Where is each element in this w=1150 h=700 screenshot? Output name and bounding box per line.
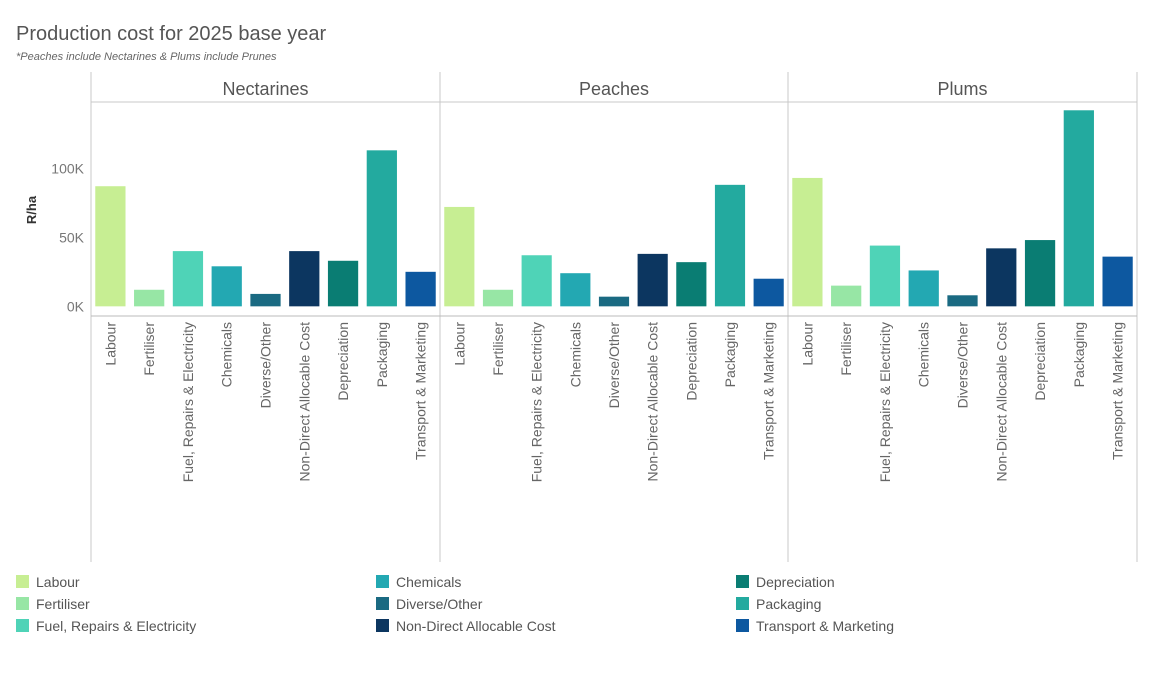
x-tick-label: Transport & Marketing xyxy=(761,322,777,460)
bar xyxy=(1063,110,1094,307)
bar xyxy=(676,262,707,307)
bar xyxy=(172,251,204,307)
bar xyxy=(753,278,784,307)
x-tick-label: Packaging xyxy=(374,322,390,387)
x-tick-label: Fertiliser xyxy=(141,322,157,376)
bar xyxy=(134,289,165,307)
bar xyxy=(95,186,126,307)
bar xyxy=(908,270,939,307)
legend-item: Non-Direct Allocable Cost xyxy=(376,618,556,634)
x-tick-label: Diverse/Other xyxy=(955,322,971,409)
legend-item: Chemicals xyxy=(376,574,461,590)
legend-swatch xyxy=(376,619,389,632)
legend-label: Fertiliser xyxy=(36,596,90,612)
panel-frames xyxy=(90,72,1138,562)
legend-swatch xyxy=(736,575,749,588)
x-tick-label: Transport & Marketing xyxy=(1110,322,1126,460)
legend-swatch xyxy=(736,619,749,632)
bar xyxy=(482,289,514,307)
x-tick-label: Packaging xyxy=(722,322,738,387)
bar xyxy=(250,293,281,307)
legend-item: Transport & Marketing xyxy=(736,618,894,634)
x-tick-label: Depreciation xyxy=(335,322,351,401)
x-tick-label: Labour xyxy=(102,322,118,366)
legend-swatch xyxy=(376,575,389,588)
bar xyxy=(637,253,668,307)
bar xyxy=(521,255,552,307)
x-tick-label: Fuel, Repairs & Electricity xyxy=(529,322,545,482)
bar xyxy=(947,295,978,307)
bar xyxy=(366,150,397,307)
legend-label: Transport & Marketing xyxy=(756,618,894,634)
bar xyxy=(211,266,242,307)
legend-item: Depreciation xyxy=(736,574,835,590)
panel-title: Peaches xyxy=(579,79,649,99)
bar xyxy=(560,273,591,307)
x-tick-label: Fuel, Repairs & Electricity xyxy=(180,322,196,482)
legend-label: Fuel, Repairs & Electricity xyxy=(36,618,196,634)
y-axis-ticks: 0K 50K 100K xyxy=(51,160,84,314)
x-tick-label: Chemicals xyxy=(219,322,235,387)
bar xyxy=(405,271,436,307)
y-axis-label: R/ha xyxy=(24,195,39,224)
legend-swatch xyxy=(16,619,29,632)
x-tick-label: Depreciation xyxy=(1032,322,1048,401)
legend-label: Depreciation xyxy=(756,574,835,590)
facet-panels: Nectarines Labour Fertiliser Fuel, Repairs … xyxy=(95,79,1133,482)
panel-plums: Plums Labour Fertiliser Fuel, Repairs & Ele… xyxy=(792,79,1133,482)
bar xyxy=(1024,240,1056,307)
legend: Labour Fertiliser Fuel, Repairs & Electric… xyxy=(16,574,894,634)
x-tick-label: Fuel, Repairs & Electricity xyxy=(877,322,893,482)
legend-label: Packaging xyxy=(756,596,821,612)
panel-nectarines: Nectarines Labour Fertiliser Fuel, Repairs … xyxy=(95,79,436,482)
bar xyxy=(444,206,475,307)
legend-item: Fertiliser xyxy=(16,596,90,612)
legend-swatch xyxy=(16,575,29,588)
legend-swatch xyxy=(16,597,29,610)
bar xyxy=(289,251,320,307)
legend-label: Non-Direct Allocable Cost xyxy=(396,618,556,634)
bar xyxy=(986,248,1017,307)
bar xyxy=(831,285,862,307)
x-tick-label: Non-Direct Allocable Cost xyxy=(296,322,312,482)
x-tick-label: Labour xyxy=(451,322,467,366)
x-tick-label: Chemicals xyxy=(916,322,932,387)
legend-label: Labour xyxy=(36,574,80,590)
x-tick-label: Chemicals xyxy=(567,322,583,387)
legend-swatch xyxy=(736,597,749,610)
bar xyxy=(792,177,823,307)
x-tick-label: Diverse/Other xyxy=(606,322,622,409)
x-tick-label: Fertiliser xyxy=(490,322,506,376)
legend-label: Diverse/Other xyxy=(396,596,483,612)
chart-subtitle: *Peaches include Nectarines & Plums incl… xyxy=(16,51,277,63)
legend-item: Packaging xyxy=(736,596,821,612)
chart-title: Production cost for 2025 base year xyxy=(16,23,327,45)
y-tick-label: 0K xyxy=(67,298,85,314)
legend-label: Chemicals xyxy=(396,574,461,590)
bar xyxy=(714,184,746,307)
panel-title: Plums xyxy=(937,79,987,99)
panel-peaches: Peaches Labour Fertiliser Fuel, Repairs & E… xyxy=(444,79,784,482)
x-tick-label: Diverse/Other xyxy=(258,322,274,409)
y-tick-label: 50K xyxy=(59,229,85,245)
bar xyxy=(327,260,359,307)
legend-item: Diverse/Other xyxy=(376,596,483,612)
legend-item: Fuel, Repairs & Electricity xyxy=(16,618,196,634)
bar xyxy=(1102,256,1133,307)
x-tick-label: Depreciation xyxy=(683,322,699,401)
legend-item: Labour xyxy=(16,574,80,590)
panel-title: Nectarines xyxy=(222,79,308,99)
x-tick-label: Transport & Marketing xyxy=(413,322,429,460)
x-tick-label: Fertiliser xyxy=(838,322,854,376)
legend-swatch xyxy=(376,597,389,610)
bar xyxy=(598,296,630,307)
bar xyxy=(869,245,901,307)
x-tick-label: Packaging xyxy=(1071,322,1087,387)
y-tick-label: 100K xyxy=(51,160,84,176)
x-tick-label: Non-Direct Allocable Cost xyxy=(645,322,661,482)
x-tick-label: Labour xyxy=(799,322,815,366)
x-tick-label: Non-Direct Allocable Cost xyxy=(993,322,1009,482)
